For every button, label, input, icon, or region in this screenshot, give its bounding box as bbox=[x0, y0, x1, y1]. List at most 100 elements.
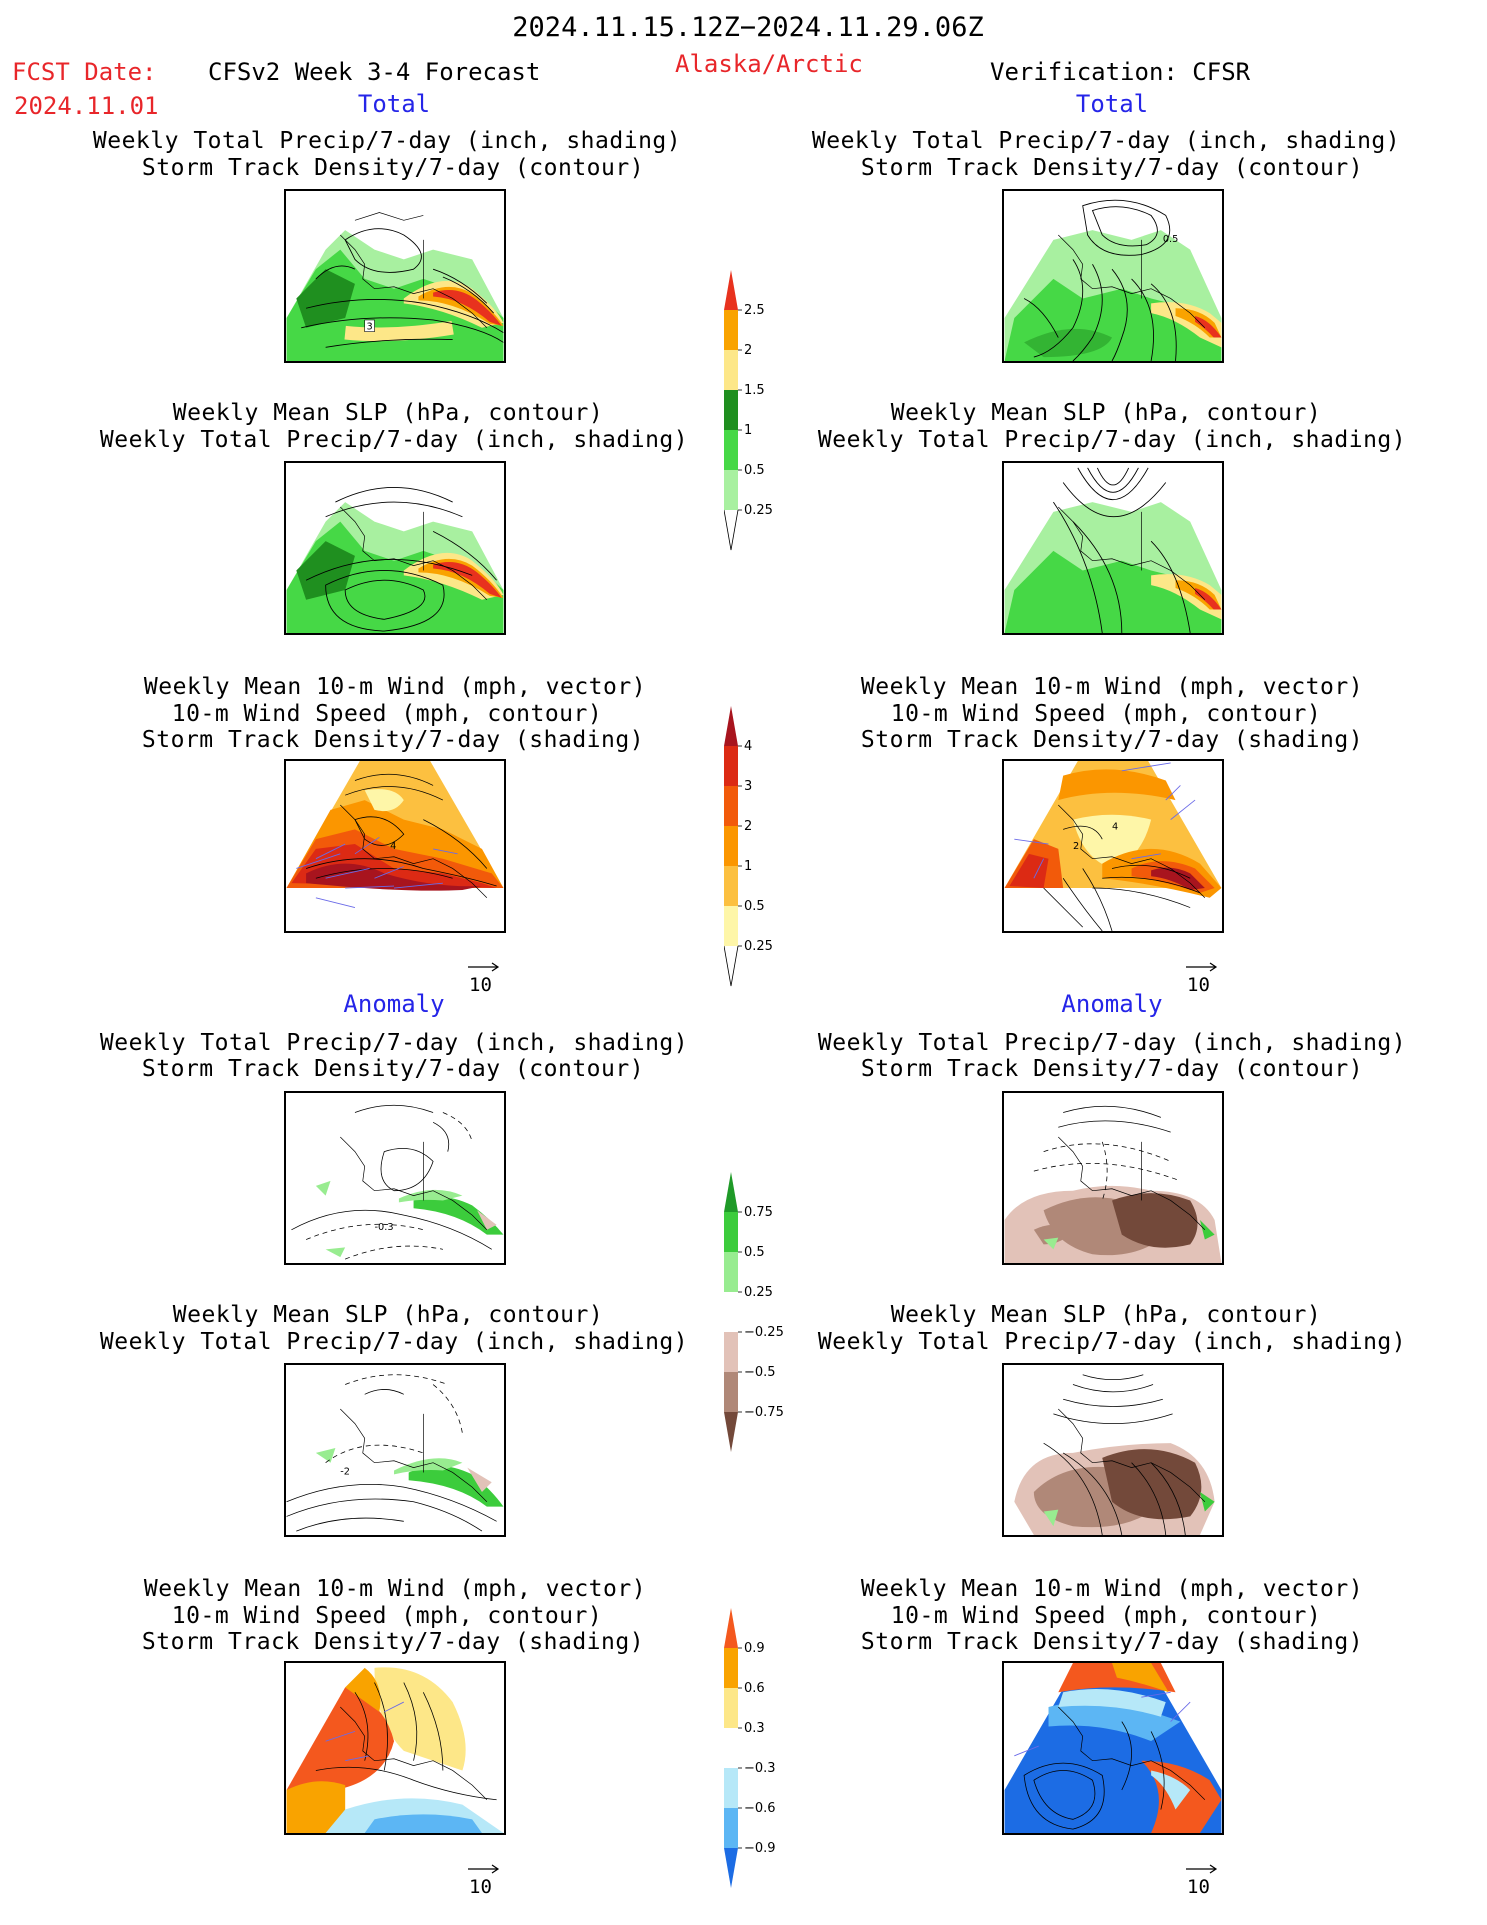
panel-title-line: 10-m Wind Speed (mph, contour) bbox=[171, 1603, 603, 1629]
panel-title-line: Weekly Total Precip/7-day (inch, shading… bbox=[99, 1329, 689, 1355]
map-verification-total-precip-storm: 0.5 bbox=[1002, 189, 1224, 363]
period-title: 2024.11.15.12Z−2024.11.29.06Z bbox=[512, 12, 984, 43]
map-verification-total-wind-storm: 2 4 bbox=[1002, 759, 1224, 933]
vector-scale-label: 10 bbox=[469, 1876, 492, 1898]
colorbar-segment bbox=[724, 1372, 738, 1412]
colorbar-tick-label: 0.75 bbox=[744, 1205, 773, 1220]
colorbar-svg: 4 3 2 1 0.5 0.25 bbox=[723, 706, 773, 987]
panel-title-line: 10-m Wind Speed (mph, contour) bbox=[890, 1603, 1322, 1629]
colorbar-segment bbox=[724, 1728, 738, 1768]
colorbar-segment bbox=[724, 706, 738, 746]
colorbar-tick-label: 1.5 bbox=[744, 383, 765, 398]
colorbar-segment bbox=[724, 1212, 738, 1252]
colorbar-tick-label: 0.5 bbox=[744, 899, 765, 914]
panel-title-line: Weekly Mean 10-m Wind (mph, vector) bbox=[143, 1576, 647, 1602]
colorbar-tick-label: −0.6 bbox=[744, 1801, 776, 1816]
colorbar-tick-label: −0.5 bbox=[744, 1365, 776, 1380]
colorbar-tick-label: 2 bbox=[744, 819, 752, 834]
colorbar-segment bbox=[724, 746, 738, 786]
panel-title-line: Weekly Total Precip/7-day (inch, shading… bbox=[817, 1030, 1407, 1056]
colorbar-segment bbox=[724, 430, 738, 470]
colorbar-svg: 0.75 0.5 0.25 −0.25 −0.5 −0.75 bbox=[724, 1172, 784, 1452]
reference-arrow-icon bbox=[468, 1864, 500, 1874]
colorbar-segment bbox=[724, 1808, 738, 1848]
section-total-forecast: Total bbox=[357, 90, 431, 118]
reference-arrow-icon bbox=[468, 962, 500, 972]
colorbar-tick-label: 3 bbox=[744, 779, 752, 794]
verification-title: Verification: CFSR bbox=[990, 58, 1251, 86]
colorbar-segment bbox=[724, 470, 738, 510]
fcst-date-value: 2024.11.01 bbox=[14, 92, 159, 120]
section-anomaly-forecast: Anomaly bbox=[343, 990, 445, 1018]
colorbar-svg: 2.5 2 1.5 1 0.5 0.25 bbox=[723, 270, 773, 551]
colorbar-segment bbox=[724, 906, 738, 946]
map-forecast-anomaly-slp-precip: -2 bbox=[284, 1363, 506, 1537]
colorbar-tick-label: 2 bbox=[744, 343, 752, 358]
panel-title-line: Storm Track Density/7-day (contour) bbox=[860, 155, 1364, 181]
colorbar-tick-label: 2.5 bbox=[744, 303, 765, 318]
colorbar-segment bbox=[724, 390, 738, 430]
reference-arrow-icon bbox=[1186, 1864, 1218, 1874]
panel-title-line: Weekly Mean SLP (hPa, contour) bbox=[890, 400, 1322, 426]
vector-scale-label: 10 bbox=[1187, 974, 1210, 996]
colorbar-tick-label: 0.5 bbox=[744, 463, 765, 478]
vector-scale-label: 10 bbox=[1187, 1876, 1210, 1898]
colorbar-tick-label: 0.25 bbox=[744, 939, 773, 954]
panel-title-line: Weekly Mean 10-m Wind (mph, vector) bbox=[143, 674, 647, 700]
contour-label: 2 bbox=[1073, 841, 1079, 852]
panel-title-line: Weekly Total Precip/7-day (inch, shading… bbox=[817, 427, 1407, 453]
colorbar-anomaly-wind: 0.9 0.6 0.3 −0.3 −0.6 −0.9 bbox=[724, 1608, 794, 1894]
colorbar-anomaly-precip: 0.75 0.5 0.25 −0.25 −0.5 −0.75 bbox=[724, 1172, 794, 1458]
colorbar-tail bbox=[723, 945, 739, 987]
map-forecast-anomaly-precip-storm: -0.3 bbox=[284, 1091, 506, 1265]
model-title: CFSv2 Week 3-4 Forecast bbox=[208, 58, 541, 86]
colorbar-tick-label: 0.9 bbox=[744, 1641, 765, 1656]
panel-title-line: Weekly Total Precip/7-day (inch, shading… bbox=[92, 128, 682, 154]
contour-label: 0.5 bbox=[1163, 234, 1179, 245]
section-anomaly-verification: Anomaly bbox=[1061, 990, 1163, 1018]
colorbar-total-precip: 2.5 2 1.5 1 0.5 0.25 bbox=[723, 270, 794, 556]
panel-title-line: Weekly Total Precip/7-day (inch, shading… bbox=[99, 427, 689, 453]
panel-title-line: Storm Track Density/7-day (contour) bbox=[141, 1056, 645, 1082]
panel-title-line: Weekly Total Precip/7-day (inch, shading… bbox=[817, 1329, 1407, 1355]
colorbar-segment bbox=[724, 786, 738, 826]
colorbar-segment bbox=[724, 866, 738, 906]
map-forecast-total-wind-storm: 4 bbox=[284, 759, 506, 933]
map-verification-anomaly-precip-storm bbox=[1002, 1091, 1224, 1265]
vector-scale-label: 10 bbox=[469, 974, 492, 996]
colorbar-segment bbox=[724, 1648, 738, 1688]
colorbar-tick-label: 0.5 bbox=[744, 1245, 765, 1260]
panel-title-line: 10-m Wind Speed (mph, contour) bbox=[171, 701, 603, 727]
contour-label: -0.3 bbox=[374, 1222, 393, 1233]
panel-title-line: Weekly Mean SLP (hPa, contour) bbox=[172, 1302, 604, 1328]
colorbar-segment bbox=[724, 1332, 738, 1372]
contour-label: 3 bbox=[366, 322, 372, 333]
colorbar-tick-label: 0.3 bbox=[744, 1721, 765, 1736]
panel-title-line: Weekly Total Precip/7-day (inch, shading… bbox=[99, 1030, 689, 1056]
colorbar-segment bbox=[724, 1172, 738, 1212]
panel-title-line: Storm Track Density/7-day (shading) bbox=[860, 1629, 1364, 1655]
panel-title-line: Weekly Mean 10-m Wind (mph, vector) bbox=[860, 1576, 1364, 1602]
colorbar-segment bbox=[724, 1848, 738, 1888]
colorbar-segment bbox=[724, 350, 738, 390]
colorbar-tick-label: 0.25 bbox=[744, 1285, 773, 1300]
colorbar-tick-label: 0.25 bbox=[744, 503, 773, 518]
colorbar-tick-label: −0.3 bbox=[744, 1761, 776, 1776]
panel-title-line: Storm Track Density/7-day (shading) bbox=[860, 727, 1364, 753]
colorbar-segment bbox=[724, 1608, 738, 1648]
panel-title-line: Weekly Mean SLP (hPa, contour) bbox=[890, 1302, 1322, 1328]
contour-label: 4 bbox=[390, 841, 396, 852]
contour-label: 4 bbox=[1112, 821, 1118, 832]
colorbar-storm-density: 4 3 2 1 0.5 0.25 bbox=[723, 706, 794, 992]
colorbar-tick-label: −0.25 bbox=[744, 1325, 784, 1340]
map-verification-total-slp-precip bbox=[1002, 461, 1224, 635]
region-title: Alaska/Arctic bbox=[675, 50, 863, 78]
panel-title-line: Storm Track Density/7-day (contour) bbox=[141, 155, 645, 181]
panel-title-line: Weekly Total Precip/7-day (inch, shading… bbox=[811, 128, 1401, 154]
colorbar-segment bbox=[724, 1688, 738, 1728]
colorbar-segment bbox=[724, 1768, 738, 1808]
colorbar-tick-label: −0.9 bbox=[744, 1841, 776, 1856]
map-forecast-total-slp-precip bbox=[284, 461, 506, 635]
map-forecast-anomaly-wind-storm bbox=[284, 1661, 506, 1835]
colorbar-segment bbox=[724, 310, 738, 350]
